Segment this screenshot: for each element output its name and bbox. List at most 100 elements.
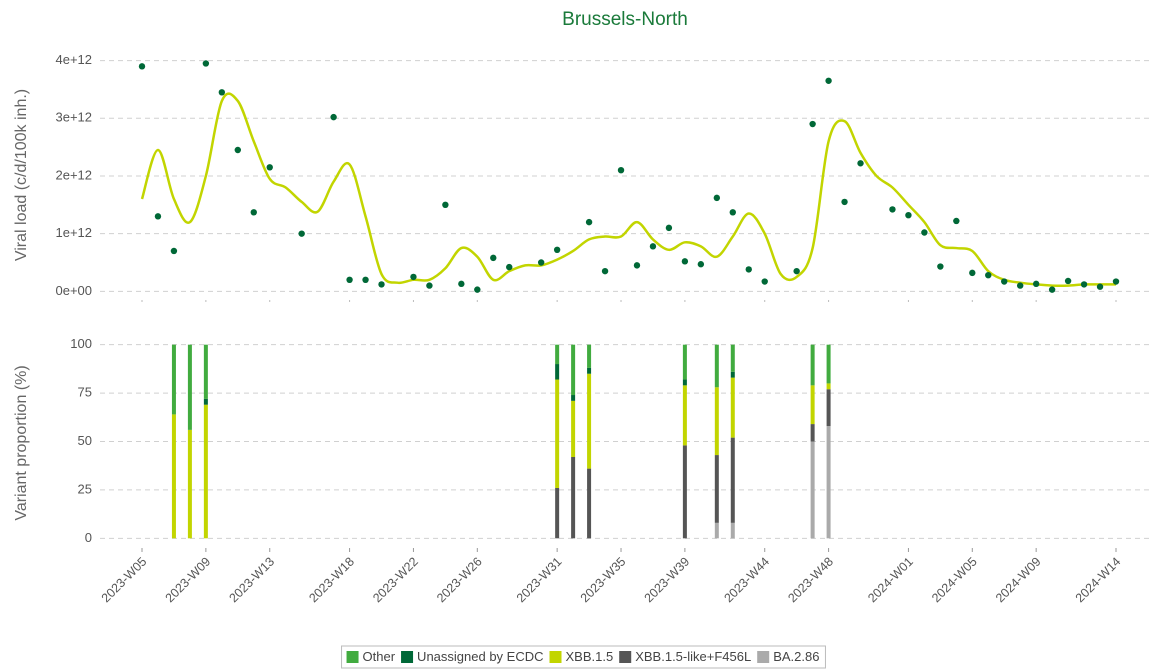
data-point (633, 262, 641, 269)
y-tick-label: 25 (78, 481, 92, 496)
data-point (458, 280, 465, 288)
data-point (218, 89, 226, 96)
data-point (154, 213, 162, 220)
data-point (362, 276, 369, 284)
data-point (825, 77, 832, 84)
data-point (649, 243, 657, 250)
data-point (1096, 283, 1104, 290)
x-tick-label: 2024-W01 (865, 555, 916, 606)
y-tick-label: 2e+12 (55, 167, 92, 182)
data-point (713, 194, 721, 202)
data-point (1032, 280, 1040, 288)
data-point (234, 146, 242, 154)
data-point (1112, 278, 1120, 285)
legend-swatch (549, 651, 562, 663)
data-point (506, 263, 513, 271)
bar-segment (682, 445, 687, 539)
data-point (921, 229, 928, 236)
bar-segment (730, 377, 735, 438)
bar-segment (810, 424, 815, 442)
bar-segment (682, 379, 687, 386)
legend: Other Unassigned by ECDC XBB.1.5 XBB.1.5-li… (341, 645, 826, 669)
data-point (1001, 278, 1008, 285)
bar-segment (555, 364, 560, 380)
data-point (809, 120, 816, 128)
bar-segment (730, 437, 735, 523)
y-axis-label: Variant proportion (%) (13, 365, 30, 520)
legend-swatch (401, 651, 414, 663)
bar-segment (714, 522, 719, 539)
bar-segment (810, 441, 815, 539)
data-point (1048, 286, 1056, 293)
y-tick-label: 50 (78, 433, 92, 448)
legend-label: XBB.1.5-like+F456L (635, 649, 751, 664)
x-tick-label: 2023-W13 (226, 555, 277, 606)
bar-segment (587, 468, 592, 539)
data-point (617, 166, 625, 174)
data-point (889, 206, 896, 213)
data-point (905, 211, 912, 219)
data-point (585, 218, 593, 226)
data-point (745, 266, 752, 273)
bar-segment (730, 371, 735, 378)
data-point (969, 269, 976, 277)
bar-segment (571, 456, 576, 539)
x-tick-label: 2023-W48 (785, 555, 836, 606)
y-tick-label: 4e+12 (55, 52, 92, 67)
data-point (1064, 277, 1072, 285)
x-tick-label: 2024-W09 (993, 555, 1044, 606)
x-tick-label: 2024-W14 (1073, 555, 1124, 606)
data-point (330, 113, 337, 121)
bar-segment (203, 344, 208, 399)
data-point (985, 271, 992, 279)
bar-segment (171, 344, 176, 415)
bar-segment (587, 367, 592, 374)
data-point (426, 282, 433, 289)
bar-segment (810, 344, 815, 386)
y-tick-label: 3e+12 (55, 110, 92, 125)
x-tick-label: 2023-W35 (578, 555, 629, 606)
x-tick-label: 2023-W31 (514, 555, 565, 606)
data-point (1016, 282, 1024, 289)
bar-segment (587, 344, 592, 368)
y-tick-label: 0e+00 (55, 283, 92, 298)
y-tick-label: 1e+12 (55, 225, 92, 240)
legend-swatch (346, 651, 359, 663)
data-point (298, 230, 305, 237)
data-point (937, 263, 944, 270)
data-point (474, 286, 481, 293)
legend-swatch (619, 651, 632, 663)
data-point (841, 198, 848, 206)
data-point (761, 278, 768, 285)
bar-segment (826, 383, 831, 390)
bar-segment (730, 344, 735, 372)
bar-segment (571, 344, 576, 396)
bar-segment (555, 379, 560, 488)
data-point (553, 246, 561, 254)
data-point (250, 209, 257, 216)
y-tick-label: 0 (85, 530, 92, 545)
bar-segment (826, 426, 831, 539)
data-point (346, 276, 353, 284)
bar-segment (171, 414, 176, 539)
bar-segment (714, 455, 719, 523)
data-point (537, 259, 545, 266)
bar-segment (571, 400, 576, 457)
data-point (490, 254, 497, 262)
legend-label: XBB.1.5 (566, 649, 614, 664)
bar-segment (730, 522, 735, 539)
data-point (266, 164, 273, 171)
bar-segment (714, 387, 719, 456)
bar-segment (682, 385, 687, 446)
bar-segment (826, 389, 831, 427)
data-point (729, 209, 736, 216)
trend-line (140, 92, 1116, 287)
bar-segment (571, 395, 576, 401)
legend-label: Other (363, 649, 396, 664)
bar-segment (555, 344, 560, 365)
bar-segment (587, 373, 592, 469)
data-point (378, 281, 385, 288)
bar-segment (714, 344, 719, 388)
data-point (202, 60, 210, 67)
